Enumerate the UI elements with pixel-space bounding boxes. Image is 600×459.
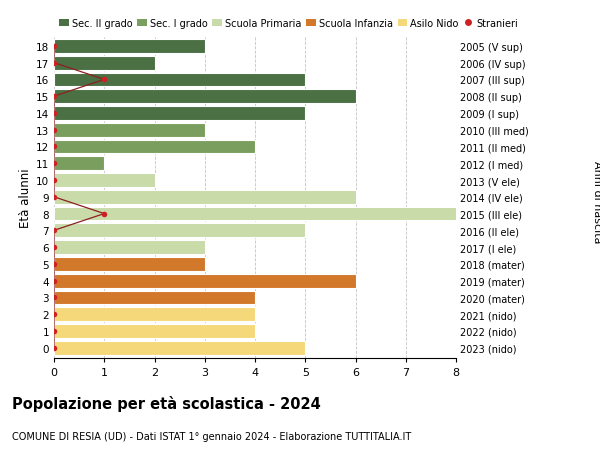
Bar — [54, 73, 305, 87]
Bar — [54, 241, 205, 254]
Bar — [54, 174, 155, 187]
Bar — [54, 207, 456, 221]
Bar — [54, 190, 355, 204]
Bar — [54, 224, 305, 238]
Bar — [54, 107, 305, 121]
Bar — [54, 325, 255, 338]
Text: COMUNE DI RESIA (UD) - Dati ISTAT 1° gennaio 2024 - Elaborazione TUTTITALIA.IT: COMUNE DI RESIA (UD) - Dati ISTAT 1° gen… — [12, 431, 411, 442]
Bar — [54, 140, 255, 154]
Bar — [54, 308, 255, 321]
Bar — [54, 257, 205, 271]
Y-axis label: Età alunni: Età alunni — [19, 168, 32, 227]
Bar — [54, 90, 355, 104]
Bar — [54, 157, 104, 171]
Bar — [54, 341, 305, 355]
Text: Popolazione per età scolastica - 2024: Popolazione per età scolastica - 2024 — [12, 395, 321, 411]
Bar — [54, 291, 255, 305]
Bar — [54, 274, 355, 288]
Text: Anni di nascita: Anni di nascita — [592, 161, 600, 243]
Bar — [54, 56, 155, 70]
Bar — [54, 123, 205, 137]
Legend: Sec. II grado, Sec. I grado, Scuola Primaria, Scuola Infanzia, Asilo Nido, Stran: Sec. II grado, Sec. I grado, Scuola Prim… — [59, 19, 518, 28]
Bar — [54, 40, 205, 54]
